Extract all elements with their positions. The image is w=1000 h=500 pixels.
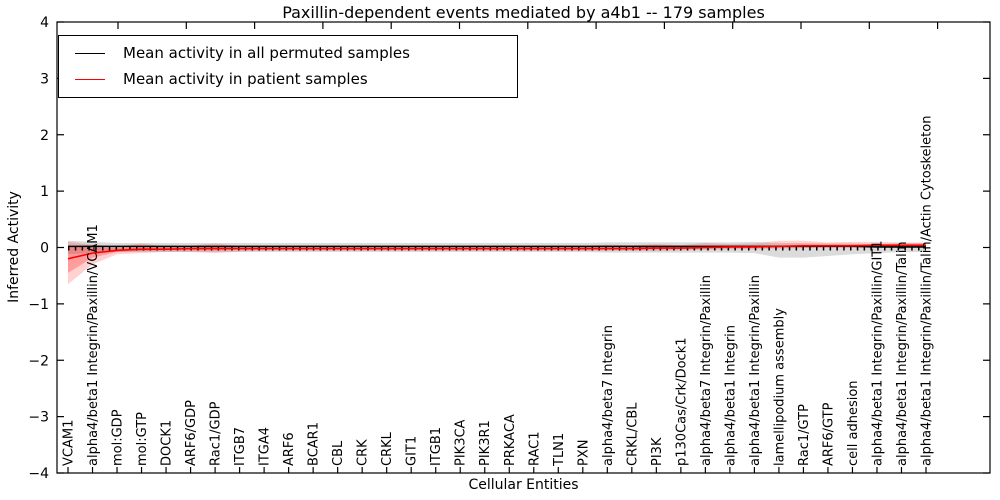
legend-label-patient: Mean activity in patient samples — [123, 69, 368, 88]
y-tick-label: −2 — [28, 353, 49, 369]
x-tick-label: Rac1/GDP — [209, 401, 224, 466]
x-tick-label: mol:GTP — [135, 412, 150, 466]
y-tick-label: 4 — [40, 15, 49, 31]
axis-ticks — [57, 21, 990, 474]
x-tick-label: TLN1 — [552, 433, 567, 467]
x-tick-label: alpha4/beta1 Integrin/Paxillin/VCAM1 — [86, 224, 101, 466]
x-tick-label: lamellipodium assembly — [772, 308, 787, 466]
y-tick-label: −4 — [28, 466, 49, 482]
x-tick-label: DOCK1 — [160, 420, 175, 466]
x-tick-label: mol:GDP — [111, 409, 126, 466]
x-tick-label: Rac1/GTP — [797, 404, 812, 466]
x-tick-label: cell adhesion — [846, 380, 861, 466]
x-tick-label: alpha4/beta1 Integrin/Paxillin/Talin/Act… — [920, 116, 935, 466]
y-tick-label: 3 — [40, 71, 49, 87]
x-tick-label: VCAM1 — [62, 420, 77, 466]
legend-label-permuted: Mean activity in all permuted samples — [123, 44, 410, 63]
x-tick-label: PRKACA — [503, 414, 518, 466]
y-axis-label: Inferred Activity — [6, 191, 22, 303]
x-tick-label: ITGA4 — [258, 427, 273, 466]
legend-line-black — [75, 53, 105, 55]
x-tick-label: alpha4/beta7 Integrin — [601, 325, 616, 466]
y-tick-label: 0 — [40, 241, 49, 257]
x-tick-label: ARF6/GTP — [821, 402, 836, 466]
x-tick-label: PIK3R1 — [478, 420, 493, 466]
y-tick-label: −3 — [28, 410, 49, 426]
x-tick-label: ITGB1 — [429, 427, 444, 466]
x-tick-label: PIK3CA — [454, 419, 469, 466]
x-tick-label: CRKL/CBL — [625, 402, 640, 466]
legend-item-permuted: Mean activity in all permuted samples — [59, 46, 517, 61]
x-tick-label: ITGB7 — [233, 427, 248, 466]
x-tick-label: alpha4/beta1 Integrin — [723, 325, 738, 466]
x-tick-label: PXN — [576, 440, 591, 466]
legend-line-red — [75, 78, 105, 80]
x-tick-label: BCAR1 — [307, 422, 322, 466]
legend-box: Mean activity in all permuted samples Me… — [58, 35, 518, 98]
series-line-patient — [67, 244, 926, 260]
y-tick-label: 2 — [40, 128, 49, 144]
y-tick-label: 1 — [40, 184, 49, 200]
x-tick-label: CBL — [331, 440, 346, 466]
x-tick-label: PI3K — [650, 437, 665, 466]
x-tick-label: CRK — [356, 439, 371, 466]
x-tick-label: CRKL — [380, 431, 395, 466]
chart-title: Paxillin-dependent events mediated by a4… — [282, 3, 765, 22]
series-lines — [67, 244, 926, 260]
x-tick-label: RAC1 — [527, 431, 542, 466]
legend-item-patient: Mean activity in patient samples — [59, 69, 517, 88]
x-tick-labels: VCAM1 alpha4/beta1 Integrin/Paxillin/VCAM… — [62, 116, 935, 467]
y-tick-labels: 4 3 2 1 0 −1 −2 −3 −4 — [28, 15, 49, 482]
y-tick-label: −1 — [28, 297, 49, 313]
x-tick-label: alpha4/beta1 Integrin/Paxillin — [748, 275, 763, 466]
x-tick-label: alpha4/beta7 Integrin/Paxillin — [699, 275, 714, 466]
x-tick-label: alpha4/beta1 Integrin/Paxillin/Talin — [895, 241, 910, 466]
x-axis-label: Cellular Entities — [468, 477, 579, 493]
x-tick-label: GIT1 — [405, 436, 420, 466]
x-tick-label: alpha4/beta1 Integrin/Paxillin/GIT1 — [870, 240, 885, 466]
x-tick-label: p130Cas/Crk/Dock1 — [674, 337, 689, 466]
x-tick-label: ARF6/GDP — [184, 400, 199, 466]
x-tick-label: ARF6 — [282, 432, 297, 466]
